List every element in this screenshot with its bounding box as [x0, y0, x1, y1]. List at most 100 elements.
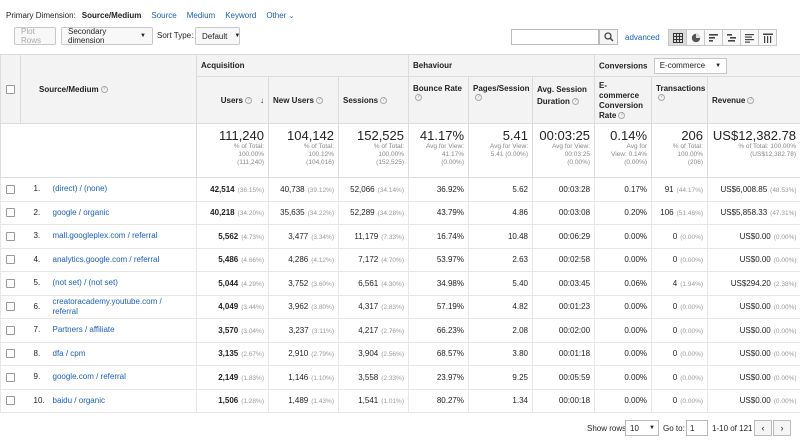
- dimension-other[interactable]: Other ⌄: [266, 10, 295, 20]
- transactions-cell: 0 (0.00%): [651, 295, 708, 319]
- dimension-source-medium[interactable]: Source/Medium: [81, 10, 142, 20]
- users-header[interactable]: Users? ↓: [196, 76, 269, 124]
- row-checkbox[interactable]: [6, 349, 16, 359]
- table-row: 1. (direct) / (none) 42,514 (36.15%) 40,738(…: [0, 177, 800, 202]
- conversions-goal-dropdown[interactable]: E-commerce ▼: [653, 57, 728, 74]
- source-medium-header[interactable]: Source/Medium?: [20, 54, 197, 124]
- pie-view-icon: [691, 33, 700, 42]
- row-checkbox[interactable]: [6, 278, 16, 288]
- help-icon[interactable]: ?: [415, 94, 422, 102]
- revenue-header[interactable]: Revenue?: [707, 76, 800, 124]
- search-button[interactable]: [599, 29, 618, 45]
- source-medium-link[interactable]: (direct) / (none): [52, 184, 108, 194]
- pie-view-button[interactable]: [686, 29, 705, 46]
- table-row: 6. creatoracademy.youtube.com / referral 4…: [0, 295, 800, 319]
- help-icon[interactable]: ?: [100, 85, 108, 93]
- dimension-source[interactable]: Source: [151, 10, 177, 20]
- row-checkbox[interactable]: [6, 372, 16, 382]
- help-icon[interactable]: ?: [475, 94, 482, 102]
- row-checkbox[interactable]: [6, 302, 16, 312]
- row-checkbox[interactable]: [6, 255, 16, 265]
- new-users-cell: 3,237 (3.11%): [268, 318, 339, 343]
- revenue-cell: US$0.00 (0.00%): [707, 342, 800, 366]
- source-medium-link[interactable]: google / organic: [52, 207, 110, 217]
- goto-page-input[interactable]: 1: [686, 420, 708, 436]
- comparison-view-button[interactable]: [722, 29, 741, 46]
- select-all-checkbox[interactable]: [6, 84, 15, 94]
- revenue-cell: US$294.20 (2.38%): [707, 271, 800, 296]
- source-medium-link[interactable]: analytics.google.com / referral: [52, 254, 160, 264]
- behaviour-group-header: Behaviour: [407, 54, 596, 77]
- total-transactions: 206% of Total: 100.00% (206): [651, 123, 709, 178]
- transactions-header[interactable]: Transactions?: [651, 76, 709, 124]
- pages-session-header[interactable]: Pages/Session?: [468, 76, 533, 124]
- sessions-header[interactable]: Sessions?: [338, 76, 409, 124]
- source-medium-link[interactable]: mall.googleplex.com / referral: [52, 231, 158, 241]
- performance-view-button[interactable]: [704, 29, 723, 46]
- bounce-rate-header[interactable]: Bounce Rate?: [408, 76, 469, 124]
- dimension-keyword[interactable]: Keyword: [225, 10, 257, 20]
- pages-session-cell: 5.62: [468, 177, 533, 202]
- goto-label: Go to:: [663, 424, 685, 433]
- help-icon[interactable]: ?: [658, 94, 666, 102]
- help-icon[interactable]: ?: [315, 96, 323, 104]
- row-checkbox[interactable]: [6, 325, 16, 335]
- next-page-button[interactable]: ›: [773, 420, 791, 436]
- sessions-cell: 52,066 (34.14%): [338, 177, 409, 202]
- source-medium-link[interactable]: (not set) / (not set): [52, 278, 118, 288]
- revenue-cell: US$0.00 (0.00%): [707, 389, 800, 413]
- new-users-header[interactable]: New Users?: [268, 76, 339, 124]
- table-view-button[interactable]: [668, 29, 687, 46]
- new-users-cell: 35,635 (34.22%): [268, 201, 339, 225]
- source-medium-link[interactable]: baidu / organic: [52, 395, 105, 405]
- users-cell: 42,514 (36.15%): [196, 177, 269, 202]
- revenue-cell: US$5,858.33 (47.31%): [707, 201, 800, 225]
- row-number: 2.: [33, 207, 41, 217]
- row-number: 7.: [33, 325, 41, 335]
- avg-session-duration-cell: 00:02:00: [531, 318, 595, 343]
- avg-session-duration-header[interactable]: Avg. Session Duration?: [531, 76, 596, 124]
- pages-session-cell: 5.40: [468, 271, 533, 296]
- source-medium-cell: 6. creatoracademy.youtube.com / referral: [20, 295, 197, 319]
- source-medium-link[interactable]: google.com / referral: [52, 372, 126, 382]
- new-users-cell: 40,738 (39.12%): [268, 177, 339, 202]
- term-cloud-view-button[interactable]: [740, 29, 759, 46]
- plot-rows-button[interactable]: Plot Rows: [14, 27, 56, 45]
- row-checkbox[interactable]: [6, 208, 16, 218]
- source-medium-link[interactable]: dfa / cpm: [52, 348, 86, 358]
- users-cell: 5,044 (4.29%): [196, 271, 269, 296]
- help-icon[interactable]: ?: [245, 96, 252, 104]
- table-row: 2. google / organic 40,218 (34.20%) 35,635 (3…: [0, 201, 800, 225]
- table-row: 8. dfa / cpm 3,135 (2.67%) 2,910 (2.79%) 3,904…: [0, 342, 800, 366]
- secondary-dimension-dropdown[interactable]: Secondary dimension ▼: [61, 27, 153, 45]
- totals-label-cell: [0, 123, 197, 178]
- help-icon[interactable]: ?: [618, 112, 626, 120]
- sessions-cell: 7,172 (4.70%): [338, 248, 409, 272]
- bounce-rate-cell: 36.92%: [408, 177, 469, 202]
- pagination-range: 1-10 of 121: [712, 424, 753, 433]
- show-rows-select[interactable]: 10 ▼: [625, 420, 659, 436]
- ecommerce-conversion-rate-header[interactable]: E-commerce Conversion Rate?: [594, 76, 653, 124]
- dimension-medium[interactable]: Medium: [186, 10, 216, 20]
- users-cell: 40,218 (34.20%): [196, 201, 269, 225]
- help-icon[interactable]: ?: [380, 96, 388, 104]
- sort-type-dropdown[interactable]: Default ▼: [195, 27, 240, 45]
- sessions-cell: 11,179 (7.33%): [338, 224, 409, 249]
- revenue-cell: US$0.00 (0.00%): [707, 365, 800, 390]
- help-icon[interactable]: ?: [747, 96, 755, 104]
- row-checkbox[interactable]: [6, 231, 16, 241]
- row-checkbox[interactable]: [6, 184, 16, 194]
- pivot-view-button[interactable]: [758, 29, 777, 46]
- primary-dimension-label: Primary Dimension:: [6, 10, 76, 20]
- bounce-rate-cell: 23.97%: [408, 365, 469, 390]
- table-search-input[interactable]: [511, 29, 599, 45]
- help-icon[interactable]: ?: [571, 98, 579, 106]
- sessions-cell: 3,904 (2.56%): [338, 342, 409, 366]
- previous-page-button[interactable]: ‹: [754, 420, 772, 436]
- source-medium-link[interactable]: creatoracademy.youtube.com / referral: [52, 296, 162, 316]
- advanced-filter-link[interactable]: advanced: [625, 33, 660, 42]
- row-checkbox[interactable]: [6, 396, 16, 406]
- caret-down-icon: ▼: [715, 62, 722, 69]
- avg-session-duration-cell: 00:01:18: [531, 342, 595, 366]
- source-medium-link[interactable]: Partners / affiliate: [52, 325, 115, 335]
